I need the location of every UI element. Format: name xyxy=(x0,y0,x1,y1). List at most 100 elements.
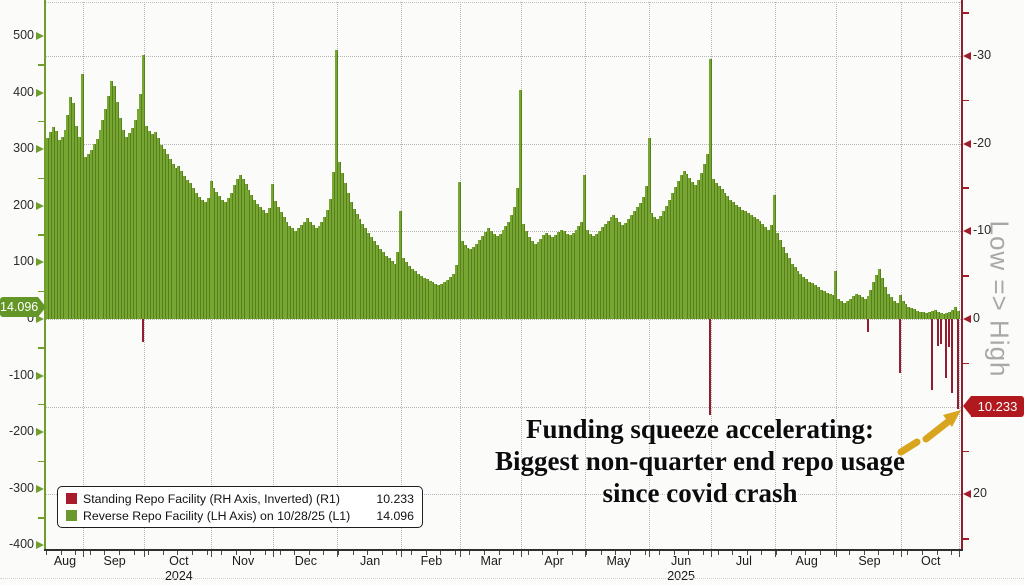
reverse-repo-bar xyxy=(46,138,49,319)
reverse-repo-bar xyxy=(197,197,201,319)
reverse-repo-bar xyxy=(340,172,344,319)
x-axis-month-tick xyxy=(144,551,146,557)
reverse-repo-bar xyxy=(95,139,99,319)
reverse-repo-bar xyxy=(720,189,724,319)
reverse-repo-bar xyxy=(139,94,143,319)
reverse-repo-bar xyxy=(819,289,823,319)
reverse-repo-bar xyxy=(650,212,654,319)
reverse-repo-bar xyxy=(265,213,268,319)
reverse-repo-bar xyxy=(811,283,815,319)
right-axis-line xyxy=(961,0,963,550)
reverse-repo-bar xyxy=(478,239,482,319)
right-axis-tick-arrow-icon xyxy=(963,490,971,499)
reverse-repo-bar xyxy=(767,229,771,319)
reverse-repo-bar xyxy=(536,242,540,319)
reverse-repo-bar xyxy=(124,136,128,319)
left-axis-tick-label: 300 xyxy=(13,141,34,156)
reverse-repo-bar xyxy=(554,235,558,319)
x-axis-month-label: Feb xyxy=(420,554,443,568)
right-axis-minor-tick xyxy=(963,362,969,365)
reverse-repo-bar xyxy=(898,295,902,319)
standing-repo-bar xyxy=(957,319,960,409)
left-axis-tick-arrow-icon xyxy=(36,315,44,323)
reverse-repo-bar xyxy=(238,175,242,319)
reverse-repo-bar xyxy=(294,230,298,319)
reverse-repo-bar xyxy=(396,252,400,319)
reverse-repo-bar xyxy=(361,223,365,319)
reverse-repo-bar xyxy=(428,281,432,319)
reverse-repo-bar xyxy=(244,184,248,319)
reverse-repo-bar xyxy=(235,179,239,319)
reverse-repo-bar xyxy=(644,185,648,319)
reverse-repo-bar xyxy=(434,283,438,319)
reverse-repo-bar xyxy=(875,274,879,319)
x-axis-minor-tick xyxy=(221,551,223,555)
reverse-repo-bar xyxy=(857,295,861,319)
x-axis-minor-tick xyxy=(294,551,296,555)
left-axis-minor-tick xyxy=(38,517,44,519)
reverse-repo-bar xyxy=(548,235,552,319)
reverse-repo-bar xyxy=(227,197,231,319)
right-axis-minor-tick xyxy=(963,450,969,453)
reverse-repo-bar xyxy=(527,237,531,319)
reverse-repo-bar xyxy=(530,241,534,319)
reverse-repo-bar xyxy=(571,232,575,319)
reverse-repo-bar xyxy=(781,246,785,319)
reverse-repo-bar xyxy=(168,159,172,319)
reverse-repo-bar xyxy=(156,138,160,319)
x-axis-minor-tick xyxy=(454,551,456,555)
reverse-repo-bar xyxy=(778,239,782,319)
reverse-repo-bar xyxy=(559,229,563,319)
left-axis-tick-arrow-icon xyxy=(36,258,44,267)
vertical-gridline xyxy=(900,2,902,549)
reverse-repo-bar xyxy=(822,291,826,319)
reverse-repo-bar xyxy=(755,218,759,319)
legend-value: 14.096 xyxy=(376,508,414,523)
x-axis-minor-tick xyxy=(177,551,179,555)
reverse-repo-bar xyxy=(930,311,934,319)
x-axis-month-label: Dec xyxy=(294,554,317,568)
x-axis-minor-tick xyxy=(863,551,865,555)
x-axis-month-label: Sep xyxy=(103,554,126,568)
legend-item: Standing Repo Facility (RH Axis, Inverte… xyxy=(66,492,414,506)
right-axis-tick-arrow-icon xyxy=(963,227,971,236)
reverse-repo-bar xyxy=(851,295,855,319)
reverse-repo-bar xyxy=(790,263,794,319)
reverse-repo-bar xyxy=(551,237,555,319)
reverse-repo-bar xyxy=(632,211,636,319)
reverse-repo-bar xyxy=(843,303,847,319)
reverse-repo-bar xyxy=(425,279,429,319)
reverse-repo-bar xyxy=(933,309,937,319)
x-axis-minor-tick xyxy=(119,551,120,555)
reverse-repo-bar xyxy=(194,193,198,319)
reverse-repo-bar xyxy=(203,202,207,319)
x-axis-month-label: May xyxy=(606,554,631,568)
right-axis-tick-label: 20 xyxy=(973,486,987,501)
standing-repo-bar xyxy=(866,319,869,333)
left-axis-tick-arrow-icon xyxy=(36,541,44,550)
standing-repo-bar xyxy=(142,319,145,342)
reverse-repo-bar xyxy=(367,232,371,319)
reverse-repo-bar xyxy=(746,213,750,319)
reverse-repo-bar xyxy=(343,183,347,319)
reverse-repo-bar xyxy=(510,215,514,319)
x-axis-month-label: Sep xyxy=(858,554,881,568)
reverse-repo-bar xyxy=(446,279,450,319)
reverse-repo-bar xyxy=(878,269,882,319)
reverse-repo-bar xyxy=(813,285,817,319)
reverse-repo-bar xyxy=(116,102,120,319)
reverse-repo-bar xyxy=(288,225,292,319)
reverse-repo-bar xyxy=(647,137,651,319)
reverse-repo-bar xyxy=(69,97,73,319)
reverse-repo-bar xyxy=(119,117,122,319)
reverse-repo-bar xyxy=(148,131,152,319)
reverse-repo-bar xyxy=(863,299,867,319)
x-axis-month-tick xyxy=(211,551,213,557)
x-axis-month-label: Oct xyxy=(921,554,941,568)
annotation-line-2: Biggest non-quarter end repo usage xyxy=(494,446,906,476)
reverse-repo-bar xyxy=(924,313,928,319)
reverse-repo-bar xyxy=(311,225,315,319)
reverse-repo-bar xyxy=(54,131,58,319)
reverse-repo-bar xyxy=(66,114,70,319)
